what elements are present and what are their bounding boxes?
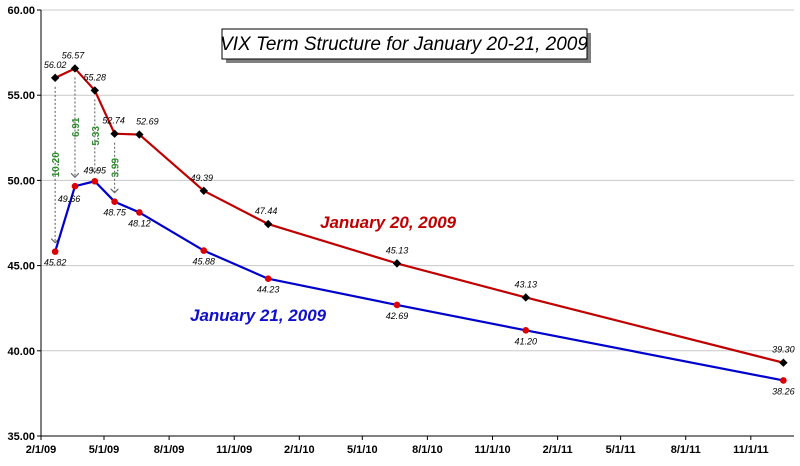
data-label: 52.74 — [102, 116, 125, 126]
data-point — [393, 301, 401, 309]
data-label: 38.26 — [772, 386, 795, 396]
title-frame — [221, 28, 588, 60]
data-label: 39.30 — [772, 345, 795, 355]
data-label: 45.13 — [386, 245, 409, 255]
data-label: 45.82 — [44, 258, 67, 268]
data-label: 49.95 — [84, 165, 108, 175]
difference-label: 3.99 — [111, 158, 122, 178]
data-label: 56.57 — [62, 50, 86, 60]
data-point — [779, 358, 788, 367]
data-point — [50, 73, 60, 83]
chart-title: VIX Term Structure for January 20-21, 20… — [220, 34, 588, 55]
data-point — [91, 177, 99, 185]
series-line — [54, 67, 784, 364]
x-tick-label: 2/1/11 — [543, 444, 573, 456]
data-point — [263, 219, 273, 229]
series-label-jan20: January 20, 2009 — [320, 213, 457, 232]
x-tick-label: 5/1/10 — [347, 444, 378, 456]
y-tick-label: 55.00 — [7, 90, 35, 102]
x-tick-label: 11/1/11 — [733, 444, 769, 456]
data-label: 52.69 — [136, 117, 159, 127]
x-tick-label: 8/1/10 — [412, 444, 443, 456]
difference-label: 10.20 — [51, 152, 62, 177]
data-point — [111, 198, 118, 205]
data-label: 48.75 — [103, 208, 127, 218]
data-label: 42.69 — [386, 311, 409, 321]
x-tick-label: 8/1/11 — [671, 444, 701, 456]
y-tick-label: 45.00 — [7, 261, 35, 273]
data-label: 43.13 — [515, 279, 538, 289]
y-tick-label: 40.00 — [7, 346, 35, 358]
y-tick-label: 50.00 — [7, 175, 35, 187]
axes — [40, 10, 794, 437]
series-label-jan21: January 21, 2009 — [190, 306, 327, 325]
x-tick-label: 11/1/09 — [216, 444, 252, 456]
x-tick-label: 11/1/10 — [474, 444, 510, 456]
plot-area — [41, 10, 794, 436]
x-tick-label: 8/1/09 — [154, 444, 185, 456]
data-label: 49.66 — [58, 194, 81, 204]
data-label: 49.39 — [191, 173, 214, 183]
data-point — [200, 247, 208, 254]
x-tick-label: 5/1/11 — [606, 444, 636, 456]
data-point — [71, 182, 79, 190]
data-point — [522, 327, 530, 334]
difference-annotations: 10.20 6.91 5.33 3.99 — [51, 77, 122, 242]
difference-label: 6.91 — [71, 117, 82, 137]
data-point — [199, 186, 208, 195]
difference-label: 5.33 — [91, 126, 102, 146]
data-point — [780, 377, 787, 384]
y-tick-label: 35.00 — [7, 431, 35, 443]
gridlines — [41, 9, 794, 352]
data-point — [110, 129, 119, 138]
data-point — [521, 293, 530, 302]
data-label: 56.02 — [44, 60, 67, 70]
data-point — [51, 248, 59, 255]
data-point — [264, 275, 272, 283]
data-label: 41.20 — [515, 336, 538, 346]
y-axis-ticks: 35.00 40.00 45.00 50.00 55.00 60.00 — [7, 5, 41, 443]
data-label: 48.12 — [128, 218, 151, 228]
x-tick-label: 5/1/09 — [89, 444, 120, 456]
x-axis-ticks: 2/1/09 5/1/09 8/1/09 11/1/09 2/1/10 5/1/10 8/1… — [26, 436, 769, 456]
data-point — [70, 64, 80, 73]
series-line — [54, 180, 784, 382]
data-label: 45.88 — [193, 257, 216, 267]
data-point — [90, 86, 99, 95]
data-point — [392, 259, 402, 268]
data-point — [136, 209, 143, 216]
x-tick-label: 2/1/10 — [284, 444, 315, 456]
data-label: 55.28 — [84, 72, 107, 82]
y-tick-label: 60.00 — [7, 5, 35, 17]
x-tick-label: 2/1/09 — [26, 444, 57, 456]
data-point — [135, 130, 144, 139]
chart-title-box: VIX Term Structure for January 20-21, 20… — [220, 28, 591, 63]
data-label: 47.44 — [255, 206, 278, 216]
data-label: 44.23 — [257, 285, 280, 295]
